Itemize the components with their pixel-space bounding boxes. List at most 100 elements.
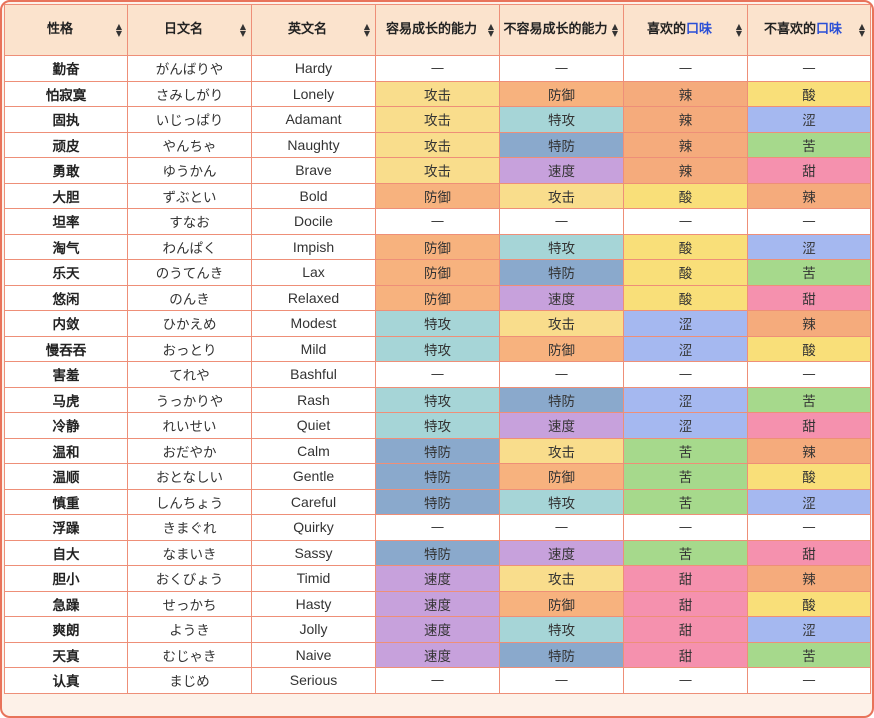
disliked-flavor-cell: 涩 xyxy=(747,106,871,133)
table-row: 认真 まじめ Serious — — — — xyxy=(4,667,871,694)
liked-flavor-cell: — xyxy=(623,55,748,82)
decreased-stat-cell: 特攻 xyxy=(499,488,624,515)
japanese-name-cell: ひかえめ xyxy=(127,310,252,337)
increased-stat-cell: 特防 xyxy=(375,539,500,566)
nature-cell: 害羞 xyxy=(4,361,128,388)
japanese-name-cell: いじっぱり xyxy=(127,106,252,133)
table-header-row: 性格 ▲ ▼ 日文名 ▲ ▼ 英文名 ▲ ▼ 容易成长的能力 ▲ ▼ 不容易成长的能力 ▲ ▼ 喜欢… xyxy=(4,4,871,56)
increased-stat-cell: — xyxy=(375,208,500,235)
liked-flavor-cell: 涩 xyxy=(623,310,748,337)
increased-stat-cell: — xyxy=(375,55,500,82)
nature-cell: 怕寂寞 xyxy=(4,80,128,107)
japanese-name-cell: さみしがり xyxy=(127,80,252,107)
liked-flavor-cell: — xyxy=(623,208,748,235)
english-name-cell: Careful xyxy=(251,488,376,515)
decreased-stat-cell: 防御 xyxy=(499,590,624,617)
liked-flavor-cell: — xyxy=(623,514,748,541)
disliked-flavor-cell: 甜 xyxy=(747,284,871,311)
decreased-stat-cell: 特攻 xyxy=(499,616,624,643)
sort-icon[interactable]: ▲ ▼ xyxy=(363,22,370,38)
increased-stat-cell: 防御 xyxy=(375,233,500,260)
disliked-flavor-cell: 酸 xyxy=(747,335,871,362)
increased-stat-cell: 特防 xyxy=(375,463,500,490)
increased-stat-cell: — xyxy=(375,361,500,388)
table-row: 内敛 ひかえめ Modest 特攻 攻击涩辣 xyxy=(4,310,871,337)
japanese-name-cell: うっかりや xyxy=(127,386,252,413)
increased-stat-cell: 特攻 xyxy=(375,386,500,413)
japanese-name-cell: れいせい xyxy=(127,412,252,439)
nature-table: 性格 ▲ ▼ 日文名 ▲ ▼ 英文名 ▲ ▼ 容易成长的能力 ▲ ▼ 不容易成长的能力 ▲ ▼ 喜欢… xyxy=(4,4,871,694)
sort-icon[interactable]: ▲ ▼ xyxy=(858,22,865,38)
table-row: 浮躁 きまぐれ Quirky — — — — xyxy=(4,514,871,541)
decreased-stat-cell: 特防 xyxy=(499,641,624,668)
sort-icon[interactable]: ▲ ▼ xyxy=(239,22,246,38)
table-row: 胆小 おくびょう Timid 速度 攻击甜辣 xyxy=(4,565,871,592)
disliked-flavor-cell: 辣 xyxy=(747,437,871,464)
increased-stat-cell: 特攻 xyxy=(375,335,500,362)
increased-stat-cell: 速度 xyxy=(375,616,500,643)
decreased-stat-cell: 特防 xyxy=(499,386,624,413)
increased-stat-cell: 攻击 xyxy=(375,106,500,133)
sort-icon[interactable]: ▲ ▼ xyxy=(611,22,618,38)
japanese-name-cell: おとなしい xyxy=(127,463,252,490)
nature-cell: 爽朗 xyxy=(4,616,128,643)
increased-stat-cell: 攻击 xyxy=(375,131,500,158)
english-name-cell: Gentle xyxy=(251,463,376,490)
table-row: 天真 むじゃき Naive 速度 特防甜苦 xyxy=(4,641,871,668)
liked-flavor-cell: 酸 xyxy=(623,182,748,209)
table-row: 爽朗 ようき Jolly 速度 特攻甜涩 xyxy=(4,616,871,643)
disliked-flavor-cell: 辣 xyxy=(747,182,871,209)
table-row: 冷静 れいせい Quiet 特攻 速度涩甜 xyxy=(4,412,871,439)
decreased-stat-cell: — xyxy=(499,361,624,388)
increased-stat-cell: 速度 xyxy=(375,590,500,617)
decreased-stat-cell: 防御 xyxy=(499,463,624,490)
japanese-name-cell: てれや xyxy=(127,361,252,388)
liked-flavor-cell: 甜 xyxy=(623,641,748,668)
increased-stat-cell: 防御 xyxy=(375,182,500,209)
table-row: 怕寂寞 さみしがり Lonely 攻击 防御辣酸 xyxy=(4,80,871,107)
sort-icon[interactable]: ▲ ▼ xyxy=(115,22,122,38)
nature-cell: 温和 xyxy=(4,437,128,464)
liked-flavor-cell: 苦 xyxy=(623,539,748,566)
table-row: 大胆 ずぶとい Bold 防御 攻击酸辣 xyxy=(4,182,871,209)
disliked-flavor-cell: — xyxy=(747,514,871,541)
disliked-flavor-cell: 苦 xyxy=(747,641,871,668)
nature-cell: 坦率 xyxy=(4,208,128,235)
english-name-cell: Quiet xyxy=(251,412,376,439)
column-header-decreased-stat[interactable]: 不容易成长的能力 ▲ ▼ xyxy=(499,4,624,56)
column-header-english-name[interactable]: 英文名 ▲ ▼ xyxy=(251,4,376,56)
japanese-name-cell: おだやか xyxy=(127,437,252,464)
decreased-stat-cell: 速度 xyxy=(499,539,624,566)
liked-flavor-cell: 辣 xyxy=(623,106,748,133)
disliked-flavor-cell: — xyxy=(747,361,871,388)
disliked-flavor-cell: 酸 xyxy=(747,463,871,490)
japanese-name-cell: のんき xyxy=(127,284,252,311)
english-name-cell: Hardy xyxy=(251,55,376,82)
disliked-flavor-cell: 甜 xyxy=(747,539,871,566)
decreased-stat-cell: 攻击 xyxy=(499,565,624,592)
nature-cell: 勤奋 xyxy=(4,55,128,82)
decreased-stat-cell: 速度 xyxy=(499,412,624,439)
english-name-cell: Docile xyxy=(251,208,376,235)
japanese-name-cell: おくびょう xyxy=(127,565,252,592)
english-name-cell: Brave xyxy=(251,157,376,184)
sort-icon[interactable]: ▲ ▼ xyxy=(487,22,494,38)
column-header-japanese-name[interactable]: 日文名 ▲ ▼ xyxy=(127,4,252,56)
english-name-cell: Sassy xyxy=(251,539,376,566)
column-header-nature[interactable]: 性格 ▲ ▼ xyxy=(4,4,128,56)
english-name-cell: Quirky xyxy=(251,514,376,541)
table-row: 淘气 わんぱく Impish 防御 特攻酸涩 xyxy=(4,233,871,260)
column-header-disliked-flavor[interactable]: 不喜欢的口味 ▲ ▼ xyxy=(747,4,871,56)
sort-icon[interactable]: ▲ ▼ xyxy=(735,22,742,38)
liked-flavor-cell: 酸 xyxy=(623,259,748,286)
liked-flavor-cell: 甜 xyxy=(623,565,748,592)
english-name-cell: Jolly xyxy=(251,616,376,643)
japanese-name-cell: なまいき xyxy=(127,539,252,566)
table-row: 自大 なまいき Sassy 特防 速度苦甜 xyxy=(4,539,871,566)
column-header-liked-flavor[interactable]: 喜欢的口味 ▲ ▼ xyxy=(623,4,748,56)
liked-flavor-cell: 酸 xyxy=(623,233,748,260)
disliked-flavor-cell: 酸 xyxy=(747,590,871,617)
column-header-increased-stat[interactable]: 容易成长的能力 ▲ ▼ xyxy=(375,4,500,56)
japanese-name-cell: のうてんき xyxy=(127,259,252,286)
english-name-cell: Lonely xyxy=(251,80,376,107)
